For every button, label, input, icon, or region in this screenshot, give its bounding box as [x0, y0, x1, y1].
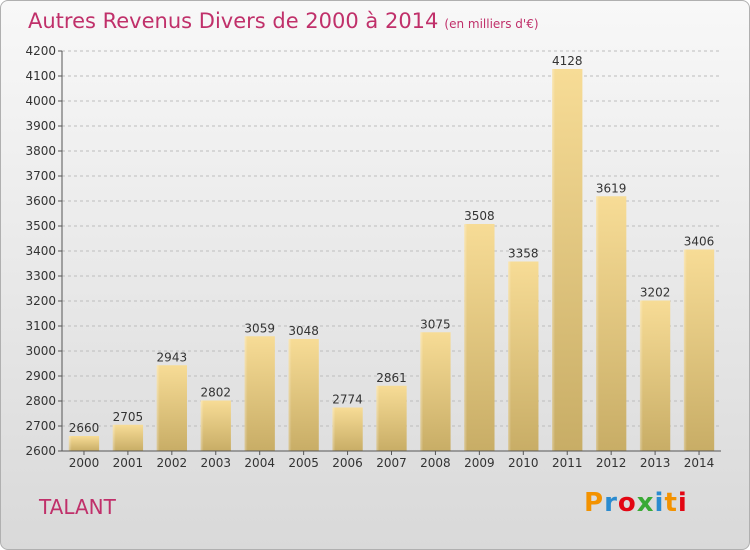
bar-2007	[376, 385, 407, 451]
chart-title: Autres Revenus Divers de 2000 à 2014 (en …	[28, 9, 539, 33]
y-tick-label: 4000	[25, 94, 56, 108]
bar-2005	[288, 339, 319, 451]
bar-highlight	[332, 407, 336, 451]
x-tick-label: 2012	[596, 456, 627, 470]
x-tick-label: 2005	[288, 456, 319, 470]
bar-highlight	[376, 385, 380, 451]
bar-2010	[508, 261, 539, 451]
data-label: 4128	[552, 54, 583, 68]
y-tick-label: 3400	[25, 244, 56, 258]
bar-2001	[112, 424, 144, 451]
x-tick-label: 2011	[552, 456, 583, 470]
bar-highlight	[112, 424, 116, 451]
x-tick-label: 2003	[200, 456, 231, 470]
bar-2009	[464, 224, 495, 451]
x-tick-label: 2009	[464, 456, 495, 470]
y-tick-label: 4100	[25, 69, 56, 83]
data-label: 2705	[113, 410, 144, 424]
data-label: 2802	[200, 386, 231, 400]
x-tick-label: 2008	[420, 456, 451, 470]
data-label: 3508	[464, 209, 495, 223]
bar-highlight	[420, 332, 424, 451]
bar-highlight	[464, 224, 468, 451]
bar-highlight	[68, 436, 72, 451]
data-label: 2861	[376, 371, 407, 385]
x-tick-label: 2000	[69, 456, 100, 470]
y-tick-label: 3600	[25, 194, 56, 208]
bar-highlight	[552, 69, 556, 451]
x-tick-label: 2010	[508, 456, 539, 470]
bar-highlight	[156, 365, 160, 451]
y-tick-label: 3900	[25, 119, 56, 133]
y-tick-label: 2800	[25, 394, 56, 408]
y-tick-label: 2600	[25, 444, 56, 458]
y-tick-label: 3000	[25, 344, 56, 358]
data-label: 3075	[420, 317, 451, 331]
bar-highlight	[288, 339, 292, 451]
y-tick-label: 3500	[25, 219, 56, 233]
bar-2008	[420, 332, 451, 451]
x-tick-label: 2006	[332, 456, 363, 470]
y-tick-label: 3700	[25, 169, 56, 183]
y-tick-label: 4200	[25, 44, 56, 58]
data-label: 3358	[508, 247, 539, 261]
bar-2000	[68, 436, 100, 451]
bar-2013	[639, 300, 671, 451]
y-tick-label: 3200	[25, 294, 56, 308]
data-label: 3619	[596, 181, 627, 195]
data-label: 3048	[288, 324, 319, 338]
y-tick-label: 2700	[25, 419, 56, 433]
x-tick-label: 2013	[640, 456, 671, 470]
bar-2006	[332, 407, 363, 451]
bar-2014	[683, 249, 715, 451]
bar-2004	[244, 336, 275, 451]
data-label: 3202	[640, 286, 671, 300]
bar-highlight	[639, 300, 643, 451]
data-label: 2774	[332, 393, 363, 407]
x-tick-label: 2007	[376, 456, 407, 470]
chart-title-text: Autres Revenus Divers de 2000 à 2014	[28, 9, 439, 33]
commune-name: TALANT	[39, 495, 116, 519]
y-tick-label: 3300	[25, 269, 56, 283]
bar-highlight	[596, 196, 600, 451]
bar-2011	[552, 69, 583, 451]
y-tick-label: 2900	[25, 369, 56, 383]
bar-highlight	[683, 249, 687, 451]
data-label: 2943	[157, 350, 188, 364]
data-label: 3406	[684, 235, 715, 249]
data-label: 3059	[244, 321, 275, 335]
chart-subtitle: (en milliers d'€)	[444, 17, 539, 31]
bar-highlight	[244, 336, 248, 451]
x-tick-label: 2002	[157, 456, 188, 470]
x-tick-label: 2004	[244, 456, 275, 470]
x-tick-label: 2001	[113, 456, 144, 470]
bar-2002	[156, 365, 187, 451]
bar-highlight	[508, 261, 512, 451]
bar-2003	[200, 400, 231, 451]
y-tick-label: 3800	[25, 144, 56, 158]
data-label: 2660	[69, 421, 100, 435]
proxiti-logo[interactable]: Proxiti	[584, 488, 688, 518]
y-tick-label: 3100	[25, 319, 56, 333]
x-tick-label: 2014	[684, 456, 715, 470]
bar-highlight	[200, 400, 204, 451]
bar-2012	[596, 196, 627, 451]
